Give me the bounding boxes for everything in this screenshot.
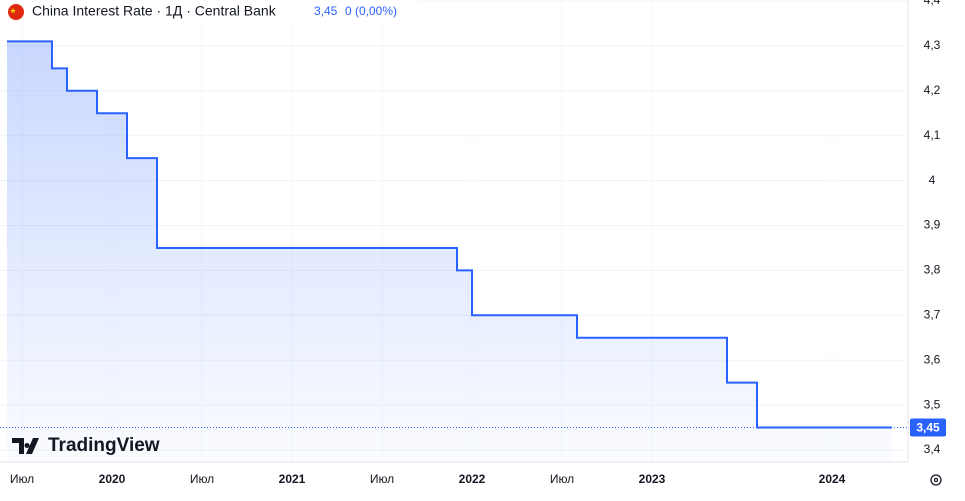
header-value: 3,45: [314, 4, 338, 18]
y-tick-label: 4,4: [924, 0, 941, 7]
settings-icon[interactable]: [930, 474, 942, 486]
x-tick-label: Июл: [550, 472, 574, 486]
price-badge-label: 3,45: [916, 421, 940, 435]
brand-name: TradingView: [48, 435, 160, 456]
y-tick-label: 3,7: [924, 307, 941, 321]
y-tick-label: 4,3: [924, 38, 941, 52]
y-tick-label: 4,2: [924, 83, 941, 97]
price-badge: [910, 418, 946, 437]
gear-center[interactable]: [933, 477, 939, 483]
brand-logo: TradingView: [12, 435, 160, 456]
x-tick-label: 2021: [279, 472, 306, 486]
y-tick-label: 3,4: [924, 442, 941, 456]
x-tick-label: Июл: [10, 472, 34, 486]
header-bg: [0, 0, 420, 24]
y-tick-label: 3,6: [924, 352, 941, 366]
brand-icon: [12, 438, 39, 454]
flag-icon: [8, 4, 24, 20]
x-tick-label: 2023: [639, 472, 666, 486]
x-tick-label: Июл: [190, 472, 214, 486]
x-tick-label: Июл: [370, 472, 394, 486]
y-tick-label: 3,9: [924, 218, 941, 232]
chart-title: China Interest Rate · 1Д · Central Bank: [32, 3, 277, 19]
axes: 3,4 3,5 3,6 3,7 3,8 3,9 4 4,1 4,2 4,3 4,4 Июл 2020 Ию…: [10, 0, 946, 486]
x-tick-label: 2024: [819, 472, 846, 486]
header-change: 0 (0,00%): [345, 4, 397, 18]
plot: [0, 40, 908, 462]
x-tick-label: 2022: [459, 472, 486, 486]
x-tick-label: 2020: [99, 472, 126, 486]
gear[interactable]: [930, 474, 942, 486]
y-tick-label: 3,8: [924, 263, 941, 277]
flag-star: [10, 8, 16, 14]
y-tick-label: 3,5: [924, 397, 941, 411]
y-tick-label: 4: [929, 173, 936, 187]
y-tick-label: 4,1: [924, 128, 941, 142]
line: [7, 40, 892, 429]
area: [7, 41, 892, 462]
